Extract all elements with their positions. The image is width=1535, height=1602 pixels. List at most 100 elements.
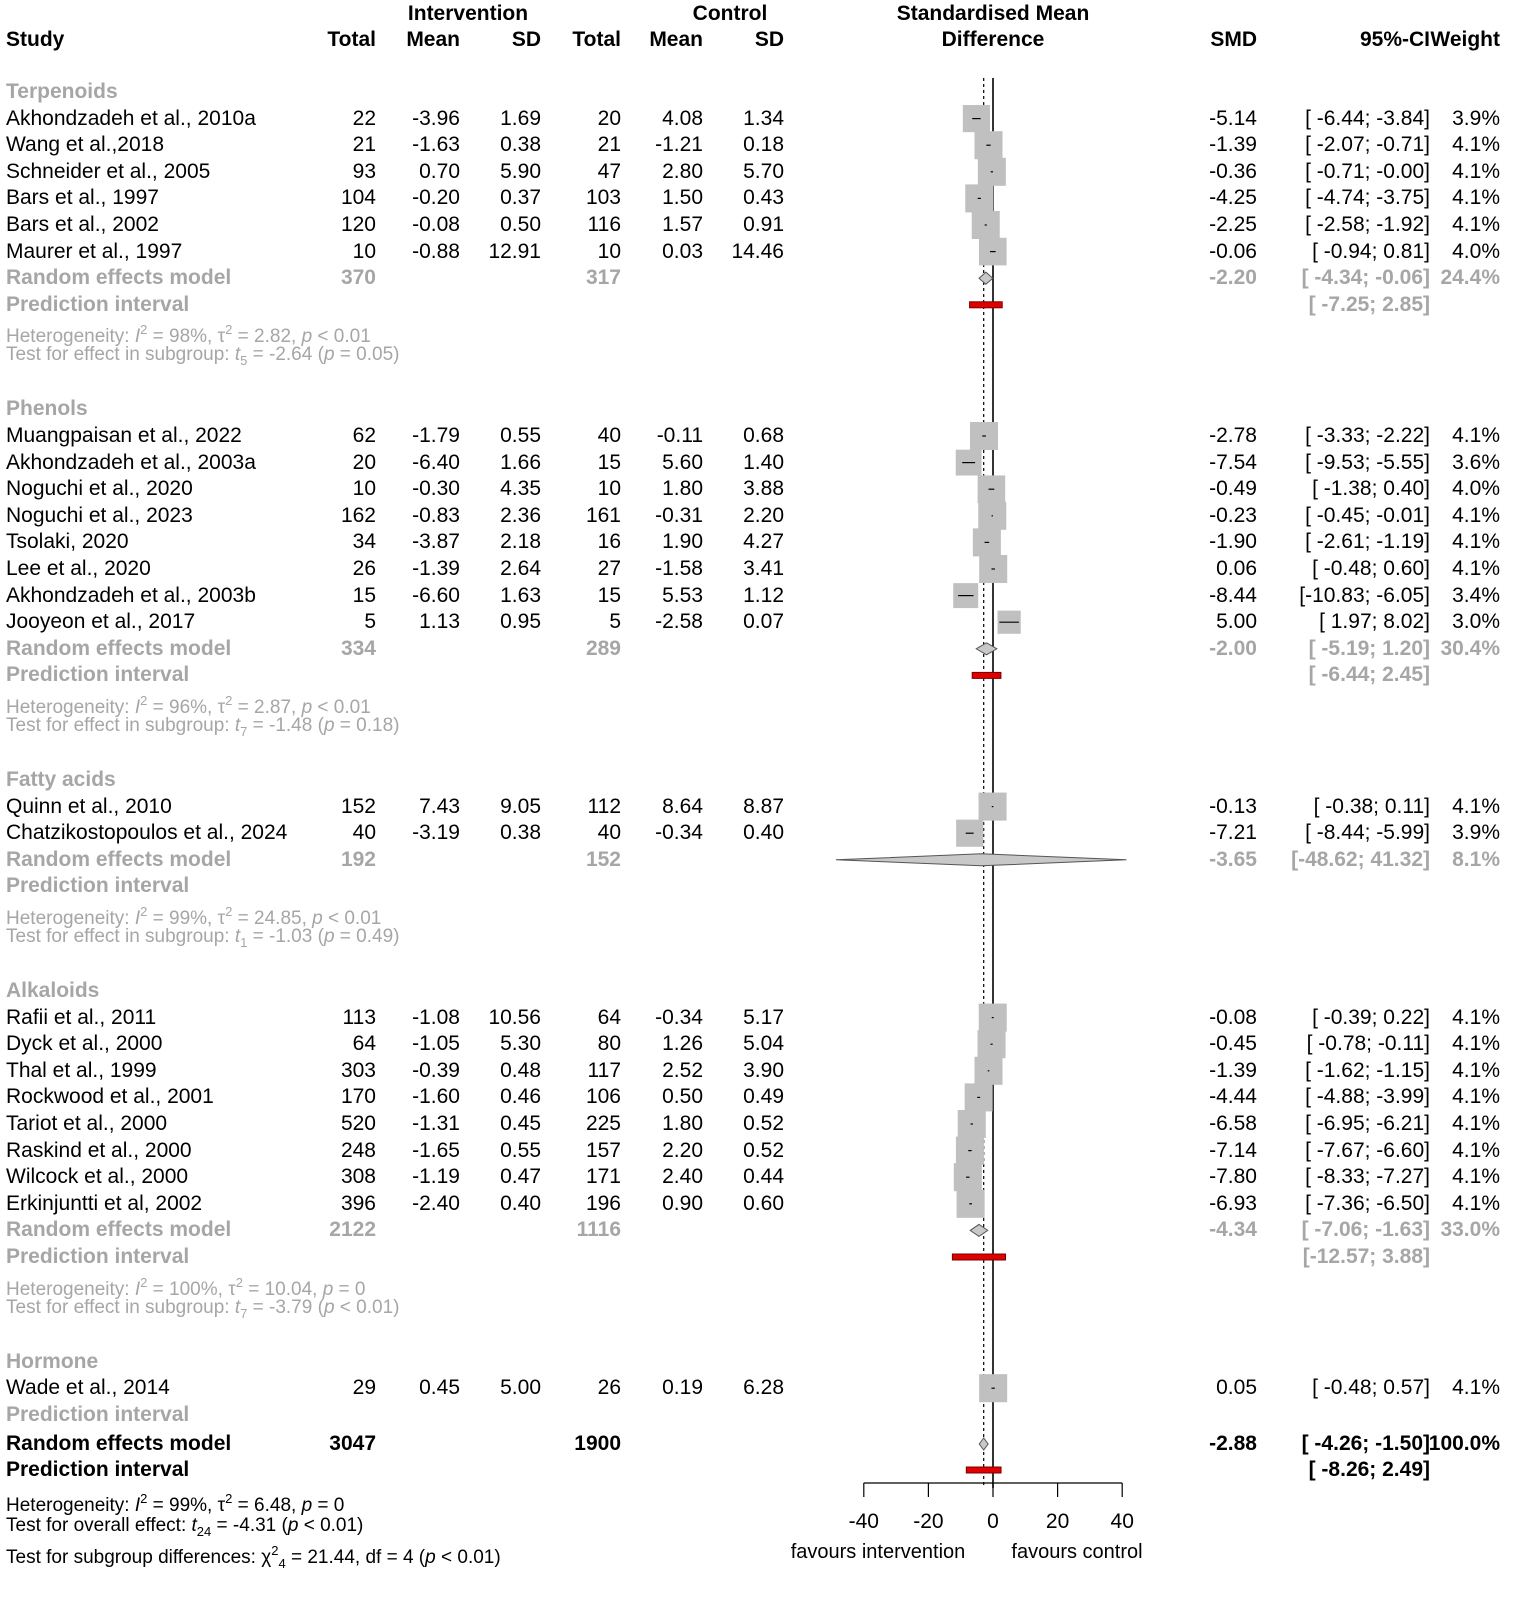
control-sd: 0.40 (743, 821, 784, 845)
subgroup-pi-label: Prediction interval (6, 1245, 190, 1268)
stat-part: I (134, 908, 141, 929)
stat-part: p (323, 926, 335, 947)
study-weight: 3.4% (1452, 583, 1500, 607)
study-smd: -7.14 (1209, 1138, 1257, 1162)
control-total: 27 (597, 557, 621, 580)
control-total: 80 (597, 1032, 621, 1056)
stat-part: Test for effect in subgroup: (6, 715, 235, 736)
study-weight: 3.0% (1452, 610, 1500, 634)
header-control-total: Total (572, 28, 621, 51)
intervention-total: 113 (342, 1005, 376, 1029)
stat-part: p (312, 908, 323, 929)
study-weight: 4.1% (1452, 1005, 1500, 1029)
stat-part: = 6.48, (232, 1495, 302, 1516)
intervention-total: 10 (352, 477, 376, 501)
stat-part: Heterogeneity: (6, 697, 135, 718)
intervention-mean: 1.13 (419, 610, 460, 634)
control-sd: 0.44 (743, 1165, 784, 1189)
stat-part: < 0.01) (334, 1296, 400, 1318)
study-smd: -7.21 (1209, 821, 1257, 845)
stat-part: = 2.82, (232, 326, 302, 348)
study-ci: [ -0.71; -0.00] (1305, 159, 1430, 183)
study-weight: 4.1% (1452, 424, 1500, 447)
subgroup-weight: 8.1% (1452, 847, 1500, 871)
intervention-total: 34 (352, 530, 376, 554)
stat-part: t (234, 344, 241, 366)
stat-part: p (323, 715, 335, 736)
stat-part: 1 (240, 935, 248, 950)
control-total: 10 (597, 477, 621, 501)
subgroup-pi-ci: [-12.57; 3.88] (1302, 1245, 1430, 1268)
stat-part: 24 (196, 1524, 212, 1539)
intervention-mean: -2.40 (412, 1191, 460, 1215)
overall-control-total: 1900 (574, 1432, 621, 1455)
header-intervention: Intervention (407, 2, 529, 25)
intervention-sd: 5.90 (500, 159, 541, 183)
intervention-total: 64 (352, 1032, 376, 1056)
study-weight: 4.1% (1452, 557, 1500, 580)
control-total: 196 (585, 1191, 621, 1215)
subgroup-heterogeneity: Heterogeneity: I2 = 99%, τ2 = 24.85, p <… (6, 905, 381, 928)
prediction-interval-bar (965, 1466, 1002, 1474)
study-weight: 3.6% (1452, 450, 1500, 474)
intervention-mean: -0.39 (412, 1058, 460, 1082)
study-name: Akhondzadeh et al., 2010a (6, 106, 256, 130)
stat-part: = 99%, (147, 908, 218, 929)
control-sd: 5.70 (743, 159, 784, 183)
intervention-total: 303 (340, 1058, 376, 1082)
intervention-total: 152 (340, 794, 376, 818)
header-weight: Weight (1430, 28, 1500, 51)
overall-pi-ci: [ -8.26; 2.49] (1308, 1458, 1430, 1481)
stat-part: I (134, 326, 141, 348)
subgroup-pi-label: Prediction interval (6, 1402, 190, 1426)
intervention-total: 21 (352, 133, 376, 157)
study-smd: -0.06 (1209, 239, 1257, 263)
stat-part: p (287, 1515, 299, 1536)
subgroup-title: Alkaloids (6, 979, 100, 1002)
pooled-diamond (978, 271, 994, 285)
study-smd: -0.08 (1209, 1005, 1257, 1029)
intervention-sd: 0.38 (500, 821, 541, 845)
intervention-mean: 0.45 (419, 1376, 460, 1400)
subgroup-ci: [ -7.06; -1.63] (1301, 1218, 1430, 1242)
control-mean: 1.26 (662, 1032, 703, 1056)
stat-part: Test for overall effect: (6, 1515, 192, 1536)
study-name: Noguchi et al., 2023 (6, 503, 193, 527)
x-tick-label: 40 (1111, 1510, 1134, 1533)
control-sd: 1.12 (743, 583, 784, 607)
overall-intervention-total: 3047 (329, 1432, 376, 1455)
study-ci: [ -7.36; -6.50] (1305, 1191, 1430, 1215)
control-sd: 0.18 (743, 133, 784, 157)
stat-part: = 0.18) (334, 715, 400, 736)
study-name: Wilcock et al., 2000 (6, 1165, 189, 1189)
study-name: Rockwood et al., 2001 (6, 1085, 214, 1109)
study-weight: 4.1% (1452, 1165, 1500, 1189)
stat-part: = 0 (333, 1278, 366, 1300)
pooled-diamond (969, 1223, 989, 1238)
intervention-sd: 0.40 (500, 1191, 541, 1215)
stat-part: τ (217, 326, 226, 348)
study-name: Tsolaki, 2020 (6, 530, 129, 554)
stat-part: 2 (271, 1543, 279, 1558)
stat-part: Test for subgroup differences: (6, 1547, 262, 1568)
study-smd: -0.13 (1209, 794, 1257, 818)
intervention-sd: 9.05 (500, 794, 541, 818)
overall-ci: [ -4.26; -1.50] (1301, 1432, 1430, 1455)
subgroup-title: Phenols (6, 397, 88, 421)
study-name: Quinn et al., 2010 (6, 794, 172, 818)
stat-part: = -1.03 ( (247, 926, 324, 947)
stat-part: p (301, 326, 313, 348)
intervention-total: 104 (340, 186, 376, 210)
stat-part: < 0.01 (312, 697, 371, 718)
header-smd-title-1: Standardised Mean (896, 2, 1090, 25)
control-sd: 0.52 (743, 1138, 784, 1162)
intervention-mean: -1.05 (412, 1032, 460, 1056)
stat-part: t (191, 1515, 197, 1536)
stat-part: < 0.01) (435, 1547, 501, 1568)
prediction-interval-bar (969, 301, 1003, 309)
study-weight: 4.1% (1452, 1058, 1500, 1082)
control-total: 171 (585, 1165, 621, 1189)
intervention-total: 93 (352, 159, 376, 183)
